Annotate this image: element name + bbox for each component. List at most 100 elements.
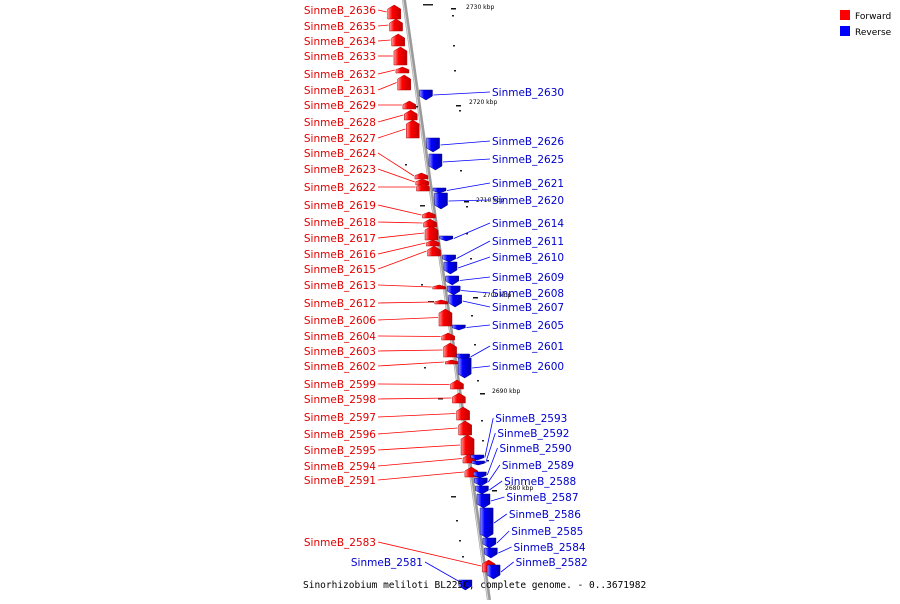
reverse-gene-block[interactable] bbox=[432, 187, 447, 194]
reverse-gene-block[interactable] bbox=[479, 507, 494, 539]
forward-gene-label[interactable]: SinmeB_2595 bbox=[304, 445, 376, 457]
reverse-gene-label[interactable]: SinmeB_2600 bbox=[492, 361, 564, 373]
forward-gene-label[interactable]: SinmeB_2622 bbox=[304, 182, 376, 194]
reverse-gene-label[interactable]: SinmeB_2607 bbox=[492, 302, 564, 314]
reverse-gene-label[interactable]: SinmeB_2590 bbox=[499, 443, 571, 455]
forward-gene-block[interactable] bbox=[458, 420, 472, 436]
forward-gene-block[interactable] bbox=[393, 46, 408, 66]
forward-gene-label[interactable]: SinmeB_2635 bbox=[304, 21, 376, 33]
reverse-gene-block[interactable] bbox=[486, 564, 501, 580]
forward-gene-block[interactable] bbox=[422, 211, 436, 219]
forward-gene-label[interactable]: SinmeB_2602 bbox=[304, 361, 376, 373]
reverse-gene-label[interactable]: SinmeB_2592 bbox=[497, 428, 569, 440]
reverse-gene-label[interactable]: SinmeB_2620 bbox=[492, 195, 564, 207]
forward-gene-label[interactable]: SinmeB_2604 bbox=[304, 331, 376, 343]
forward-gene-label[interactable]: SinmeB_2629 bbox=[304, 100, 376, 112]
forward-gene-label[interactable]: SinmeB_2613 bbox=[304, 280, 376, 292]
reverse-gene-block[interactable] bbox=[426, 137, 440, 153]
forward-gene-block[interactable] bbox=[402, 100, 417, 110]
forward-gene-block[interactable] bbox=[424, 225, 439, 241]
forward-gene-block[interactable] bbox=[441, 332, 455, 341]
reverse-gene-label[interactable]: SinmeB_2605 bbox=[492, 320, 564, 332]
forward-gene-label[interactable]: SinmeB_2627 bbox=[304, 133, 376, 145]
reverse-gene-block[interactable] bbox=[434, 192, 448, 210]
forward-gene-label[interactable]: SinmeB_2594 bbox=[304, 461, 376, 473]
reverse-gene-block[interactable] bbox=[484, 547, 498, 559]
reverse-gene-block[interactable] bbox=[471, 460, 485, 466]
forward-gene-block[interactable] bbox=[438, 308, 453, 327]
reverse-gene-label[interactable]: SinmeB_2614 bbox=[492, 218, 564, 230]
forward-gene-block[interactable] bbox=[423, 218, 437, 228]
forward-gene-block[interactable] bbox=[397, 74, 411, 91]
forward-gene-block[interactable] bbox=[427, 245, 441, 257]
forward-gene-block[interactable] bbox=[450, 379, 464, 390]
reverse-gene-block[interactable] bbox=[457, 357, 472, 379]
reverse-gene-block[interactable] bbox=[476, 493, 491, 509]
reverse-gene-label[interactable]: SinmeB_2584 bbox=[513, 542, 585, 554]
forward-gene-block[interactable] bbox=[391, 33, 405, 47]
reverse-gene-label[interactable]: SinmeB_2585 bbox=[511, 526, 583, 538]
forward-gene-block[interactable] bbox=[443, 342, 457, 358]
forward-gene-label[interactable]: SinmeB_2615 bbox=[304, 264, 376, 276]
reverse-gene-block[interactable] bbox=[419, 89, 433, 101]
reverse-gene-label[interactable]: SinmeB_2587 bbox=[506, 492, 578, 504]
forward-gene-block[interactable] bbox=[387, 4, 401, 20]
forward-gene-label[interactable]: SinmeB_2583 bbox=[304, 537, 376, 549]
reverse-gene-block[interactable] bbox=[443, 261, 458, 275]
forward-gene-label[interactable]: SinmeB_2606 bbox=[304, 315, 376, 327]
reverse-gene-block[interactable] bbox=[439, 235, 454, 242]
forward-gene-label[interactable]: SinmeB_2617 bbox=[304, 233, 376, 245]
reverse-gene-block[interactable] bbox=[473, 471, 487, 479]
reverse-gene-block[interactable] bbox=[470, 454, 485, 461]
reverse-gene-label[interactable]: SinmeB_2586 bbox=[509, 509, 581, 521]
forward-gene-label[interactable]: SinmeB_2618 bbox=[304, 217, 376, 229]
reverse-gene-block[interactable] bbox=[474, 477, 488, 487]
reverse-gene-label[interactable]: SinmeB_2582 bbox=[516, 557, 588, 569]
reverse-gene-label[interactable]: SinmeB_2625 bbox=[492, 154, 564, 166]
forward-gene-label[interactable]: SinmeB_2624 bbox=[304, 148, 376, 160]
forward-gene-label[interactable]: SinmeB_2596 bbox=[304, 429, 376, 441]
forward-gene-block[interactable] bbox=[445, 359, 459, 365]
forward-gene-label[interactable]: SinmeB_2597 bbox=[304, 412, 376, 424]
reverse-gene-block[interactable] bbox=[428, 153, 443, 171]
forward-gene-block[interactable] bbox=[452, 392, 466, 404]
forward-gene-label[interactable]: SinmeB_2623 bbox=[304, 164, 376, 176]
forward-gene-label[interactable]: SinmeB_2636 bbox=[304, 5, 376, 17]
forward-gene-label[interactable]: SinmeB_2598 bbox=[304, 394, 376, 406]
reverse-gene-label[interactable]: SinmeB_2593 bbox=[495, 413, 567, 425]
forward-gene-label[interactable]: SinmeB_2599 bbox=[304, 379, 376, 391]
reverse-gene-block[interactable] bbox=[445, 275, 459, 286]
reverse-gene-label[interactable]: SinmeB_2609 bbox=[492, 272, 564, 284]
forward-gene-block[interactable] bbox=[416, 182, 430, 192]
reverse-gene-label[interactable]: SinmeB_2608 bbox=[492, 288, 564, 300]
forward-gene-label[interactable]: SinmeB_2616 bbox=[304, 249, 376, 261]
forward-gene-block[interactable] bbox=[426, 239, 440, 247]
forward-gene-block[interactable] bbox=[460, 434, 475, 456]
reverse-gene-label[interactable]: SinmeB_2610 bbox=[492, 252, 564, 264]
forward-gene-label[interactable]: SinmeB_2612 bbox=[304, 298, 376, 310]
reverse-gene-label[interactable]: SinmeB_2611 bbox=[492, 236, 564, 248]
forward-gene-block[interactable] bbox=[406, 119, 420, 139]
forward-gene-block[interactable] bbox=[389, 18, 403, 32]
reverse-gene-label[interactable]: SinmeB_2601 bbox=[492, 341, 564, 353]
reverse-gene-block[interactable] bbox=[446, 285, 461, 296]
forward-gene-block[interactable] bbox=[434, 299, 449, 305]
reverse-gene-label[interactable]: SinmeB_2589 bbox=[502, 460, 574, 472]
reverse-gene-block[interactable] bbox=[448, 294, 462, 308]
reverse-gene-label[interactable]: SinmeB_2630 bbox=[492, 87, 564, 99]
reverse-gene-block[interactable] bbox=[442, 254, 456, 263]
reverse-gene-label[interactable]: SinmeB_2581 bbox=[351, 557, 423, 569]
reverse-gene-label[interactable]: SinmeB_2626 bbox=[492, 136, 564, 148]
reverse-gene-label[interactable]: SinmeB_2621 bbox=[492, 178, 564, 190]
forward-gene-label[interactable]: SinmeB_2591 bbox=[304, 475, 376, 487]
forward-gene-label[interactable]: SinmeB_2632 bbox=[304, 69, 376, 81]
forward-gene-label[interactable]: SinmeB_2619 bbox=[304, 200, 376, 212]
forward-gene-block[interactable] bbox=[395, 66, 410, 74]
forward-gene-label[interactable]: SinmeB_2631 bbox=[304, 85, 376, 97]
reverse-gene-block[interactable] bbox=[452, 324, 466, 331]
forward-gene-label[interactable]: SinmeB_2633 bbox=[304, 51, 376, 63]
forward-gene-block[interactable] bbox=[404, 109, 418, 121]
forward-gene-label[interactable]: SinmeB_2603 bbox=[304, 346, 376, 358]
forward-gene-label[interactable]: SinmeB_2628 bbox=[304, 117, 376, 129]
forward-gene-block[interactable] bbox=[432, 284, 446, 290]
